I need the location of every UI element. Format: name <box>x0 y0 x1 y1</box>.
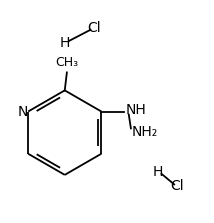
Text: H: H <box>153 165 163 179</box>
Text: Cl: Cl <box>170 180 184 194</box>
Text: NH: NH <box>126 103 146 118</box>
Text: H: H <box>59 36 70 50</box>
Text: N: N <box>18 105 28 118</box>
Text: Cl: Cl <box>88 21 101 35</box>
Text: CH₃: CH₃ <box>55 56 78 69</box>
Text: NH₂: NH₂ <box>132 125 158 138</box>
